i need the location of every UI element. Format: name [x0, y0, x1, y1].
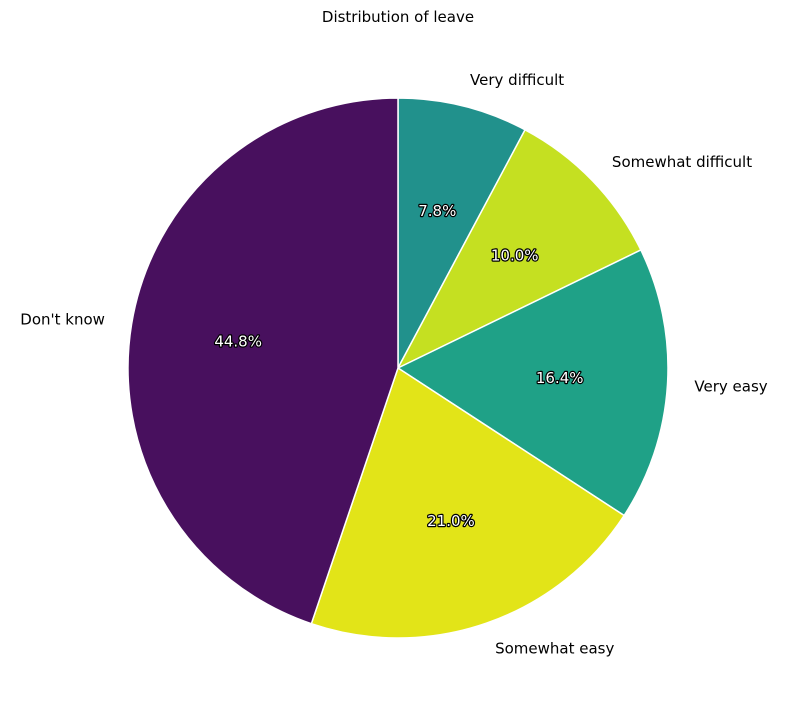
pie-slice — [310, 366, 626, 639]
pie-percent-labels: 7.8% 10.0% 16.4% 21.0% 44.8% — [213, 201, 585, 532]
pie-slice-category-label: Somewhat difficult — [612, 153, 752, 171]
pie-slice — [397, 97, 527, 369]
pie-slice — [396, 248, 669, 517]
pie-slice-category-label: Very difficult — [470, 71, 564, 89]
pie-slice-category-label: Very easy — [694, 378, 767, 396]
pie-slice — [127, 97, 399, 625]
pie-slice-category-label: Don't know — [20, 311, 105, 329]
pie-slice-percent-label: 44.8% — [214, 333, 262, 351]
pie-slices — [127, 97, 669, 639]
pie-category-labels: Very difficult Somewhat difficult Very eas… — [20, 71, 767, 658]
pie-slice — [396, 128, 642, 370]
pie-slice-percent-label: 10.0% — [491, 247, 539, 265]
pie-slice-percent-label: 16.4% — [536, 369, 584, 387]
pie-slice-category-label: Somewhat easy — [495, 640, 614, 658]
pie-slice-percent-label: 21.0% — [427, 512, 475, 530]
pie-slice-percent-label: 7.8% — [418, 202, 456, 220]
chart-title: Distribution of leave — [322, 8, 474, 26]
